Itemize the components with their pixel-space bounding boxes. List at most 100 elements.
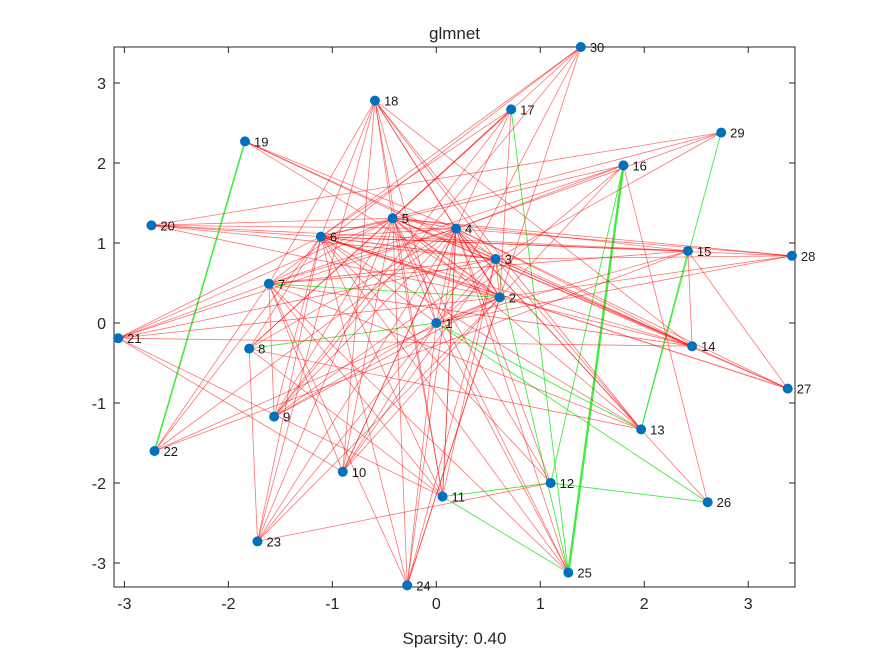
- y-tick-label: -3: [92, 556, 106, 573]
- edge-11-5: [392, 218, 443, 497]
- node-label-5: 5: [402, 211, 409, 226]
- node-23: [252, 536, 263, 547]
- edge-4-3: [455, 228, 496, 260]
- node-3: [490, 254, 501, 264]
- edge-15-13: [640, 250, 689, 430]
- edge-11-25: [442, 496, 569, 573]
- edge-18-10: [342, 100, 376, 472]
- edge-14-3: [495, 258, 693, 347]
- edge-29-5: [392, 132, 722, 219]
- node-21: [113, 333, 124, 344]
- edge-24-4: [406, 228, 457, 586]
- edge-4-1: [435, 228, 457, 324]
- edge-17-5: [392, 109, 512, 219]
- node-19: [240, 136, 251, 147]
- edge-12-5: [392, 217, 552, 484]
- node-label-28: 28: [801, 249, 815, 264]
- node-2: [494, 292, 505, 303]
- edge-4-2: [455, 228, 501, 298]
- edge-24-5: [392, 218, 408, 586]
- node-label-29: 29: [730, 126, 744, 141]
- edge-9-6: [273, 236, 322, 417]
- y-tick-label: 2: [97, 156, 106, 173]
- edge-23-5: [257, 218, 394, 542]
- edge-13-5: [392, 217, 642, 430]
- node-label-3: 3: [505, 252, 512, 267]
- edge-18-6: [320, 100, 376, 237]
- edge-15-14: [687, 250, 693, 347]
- node-label-11: 11: [452, 490, 466, 505]
- edge-7-5: [268, 217, 393, 285]
- edge-23-2: [257, 297, 501, 542]
- edge-30-1: [435, 46, 582, 324]
- x-tick-label: -1: [325, 596, 339, 613]
- node-label-17: 17: [520, 102, 534, 117]
- edge-16-12: [550, 165, 624, 484]
- node-1: [431, 318, 442, 328]
- edge-28-4: [456, 228, 792, 257]
- edge-28-3: [495, 255, 792, 260]
- node-4: [451, 223, 462, 234]
- node-15: [682, 246, 693, 256]
- edge-2-1: [436, 297, 500, 324]
- edge-19-2: [244, 141, 500, 298]
- edge-13-7: [268, 283, 642, 430]
- edge-21-6: [117, 236, 322, 339]
- edge-3-13: [495, 258, 642, 430]
- node-8: [244, 343, 255, 354]
- x-tick-label: -2: [221, 596, 235, 613]
- node-label-30: 30: [590, 40, 604, 55]
- node-label-25: 25: [577, 566, 591, 581]
- edge-1-13: [436, 322, 642, 430]
- edge-27-15: [687, 250, 789, 389]
- edge-27-4: [455, 228, 788, 389]
- edge-14-2: [499, 297, 693, 347]
- edge-25-7: [268, 283, 569, 573]
- edge-6-3: [320, 236, 496, 260]
- edge-1-9: [273, 322, 437, 417]
- node-25: [563, 567, 574, 578]
- node-label-9: 9: [283, 410, 290, 425]
- edge-11-3: [442, 258, 496, 497]
- edge-7-2: [268, 283, 500, 298]
- edge-8-5: [248, 217, 393, 349]
- edge-23-1: [257, 322, 437, 542]
- node-6: [315, 231, 326, 242]
- edge-13-4: [455, 228, 642, 430]
- edge-22-7: [154, 283, 270, 452]
- node-16: [618, 160, 629, 171]
- edge-21-7: [118, 283, 270, 339]
- x-tick-label: 1: [536, 596, 545, 613]
- node-13: [636, 424, 647, 435]
- edge-5-1: [392, 218, 437, 324]
- node-label-12: 12: [560, 476, 574, 491]
- y-tick-label: -2: [92, 476, 106, 493]
- node-20: [146, 220, 157, 231]
- edge-20-6: [151, 225, 321, 237]
- x-axis-label: Sparsity: 0.40: [403, 629, 507, 648]
- x-tick-label: 0: [432, 596, 441, 613]
- node-label-1: 1: [445, 316, 452, 331]
- edge-14-21: [118, 337, 693, 347]
- edge-25-5: [392, 218, 569, 573]
- edge-23-8: [248, 348, 258, 542]
- node-label-27: 27: [797, 382, 811, 397]
- node-label-15: 15: [697, 244, 711, 259]
- edge-18-23: [257, 100, 376, 542]
- edge-11-6: [320, 236, 443, 497]
- edge-29-20: [151, 132, 722, 226]
- node-18: [369, 95, 380, 106]
- node-label-14: 14: [701, 339, 715, 354]
- edge-21-10: [117, 337, 343, 473]
- edge-6-5: [320, 217, 393, 237]
- node-label-2: 2: [509, 290, 516, 305]
- node-label-26: 26: [717, 495, 731, 510]
- edge-13-6: [320, 236, 642, 430]
- x-tick-label: 2: [640, 596, 649, 613]
- edge-1-10: [342, 322, 437, 473]
- chart-title: glmnet: [429, 24, 480, 43]
- node-27: [782, 383, 793, 394]
- x-tick-label: 3: [744, 596, 753, 613]
